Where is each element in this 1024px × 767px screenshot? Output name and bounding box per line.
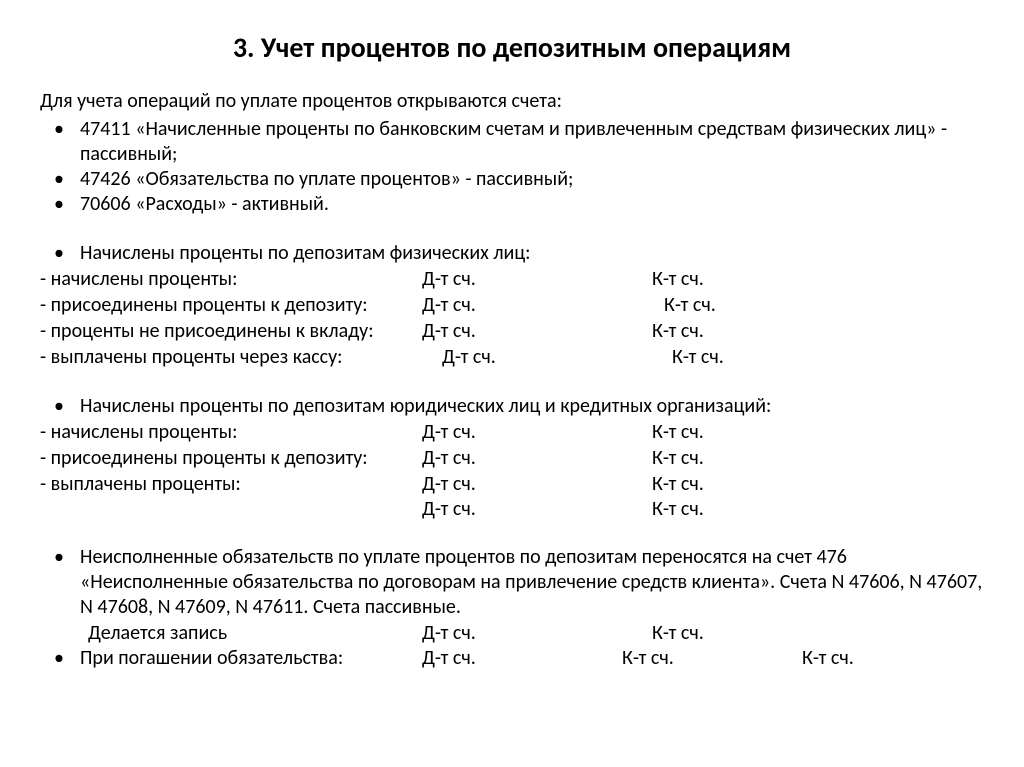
- entry-desc: - присоединены проценты к депозиту:: [40, 292, 422, 318]
- entry-credit: К-т сч.: [652, 445, 802, 471]
- footer-note: Неисполненные обязательств по уплате про…: [40, 545, 984, 620]
- list-item: 70606 «Расходы» - активный.: [40, 192, 984, 217]
- entry-debit: Д-т сч.: [422, 419, 652, 445]
- entry-desc: - выплачены проценты через кассу:: [40, 344, 422, 370]
- entry-row: - начислены проценты: Д-т сч. К-т сч.: [40, 419, 984, 445]
- entry-row: - присоединены проценты к депозиту: Д-т …: [40, 445, 984, 471]
- entry-row: - выплачены проценты через кассу: Д-т сч…: [40, 344, 984, 370]
- entry-credit: К-т сч.: [652, 620, 802, 646]
- entry-row: - выплачены проценты: Д-т сч. К-т сч.: [40, 471, 984, 497]
- entry-debit: Д-т сч.: [422, 318, 652, 344]
- entry-debit: Д-т сч.: [422, 445, 652, 471]
- entry-credit: К-т сч.: [622, 646, 802, 671]
- list-item: 47426 «Обязательства по уплате процентов…: [40, 167, 984, 192]
- entry-debit: Д-т сч.: [422, 620, 652, 646]
- entry-desc: При погашении обязательства:: [80, 646, 422, 671]
- accounts-list: 47411 «Начисленные проценты по банковски…: [40, 117, 984, 217]
- entry-desc: Делается запись: [88, 620, 422, 646]
- entry-desc: - присоединены проценты к депозиту:: [40, 445, 422, 471]
- entry-debit: Д-т сч.: [422, 646, 622, 671]
- entry-row: Делается запись Д-т сч. К-т сч.: [40, 620, 984, 646]
- entry-debit: Д-т сч.: [422, 292, 652, 318]
- entry-debit: Д-т сч.: [422, 266, 652, 292]
- entry-credit: К-т сч.: [652, 497, 802, 521]
- section-header: Начислены проценты по депозитам физическ…: [40, 241, 984, 266]
- entry-credit: К-т сч.: [652, 266, 802, 292]
- entry-debit: Д-т сч.: [422, 471, 652, 497]
- entry-credit: К-т сч.: [652, 419, 802, 445]
- entry-debit: Д-т сч.: [422, 497, 652, 521]
- entry-desc: - проценты не присоединены к вкладу:: [40, 318, 422, 344]
- entry-credit: К-т сч.: [652, 292, 814, 318]
- page-title: 3. Учет процентов по депозитным операция…: [40, 30, 984, 65]
- entry-row: - начислены проценты: Д-т сч. К-т сч.: [40, 266, 984, 292]
- entry-credit: К-т сч.: [652, 471, 802, 497]
- entry-credit-2: К-т сч.: [802, 646, 952, 671]
- entry-row: Д-т сч. К-т сч.: [40, 497, 984, 521]
- entry-row: - проценты не присоединены к вкладу: Д-т…: [40, 318, 984, 344]
- entry-credit: К-т сч.: [672, 344, 822, 370]
- entry-row: - присоединены проценты к депозиту: Д-т …: [40, 292, 984, 318]
- entry-desc: - выплачены проценты:: [40, 471, 422, 497]
- section-header: Начислены проценты по депозитам юридичес…: [40, 394, 984, 419]
- entry-desc: - начислены проценты:: [40, 419, 422, 445]
- entry-debit: Д-т сч.: [422, 344, 672, 370]
- entry-desc: - начислены проценты:: [40, 266, 422, 292]
- entry-credit: К-т сч.: [652, 318, 802, 344]
- intro-text: Для учета операций по уплате процентов о…: [40, 89, 984, 113]
- list-item: 47411 «Начисленные проценты по банковски…: [40, 117, 984, 167]
- footer-entry-row: При погашении обязательства: Д-т сч. К-т…: [40, 646, 984, 671]
